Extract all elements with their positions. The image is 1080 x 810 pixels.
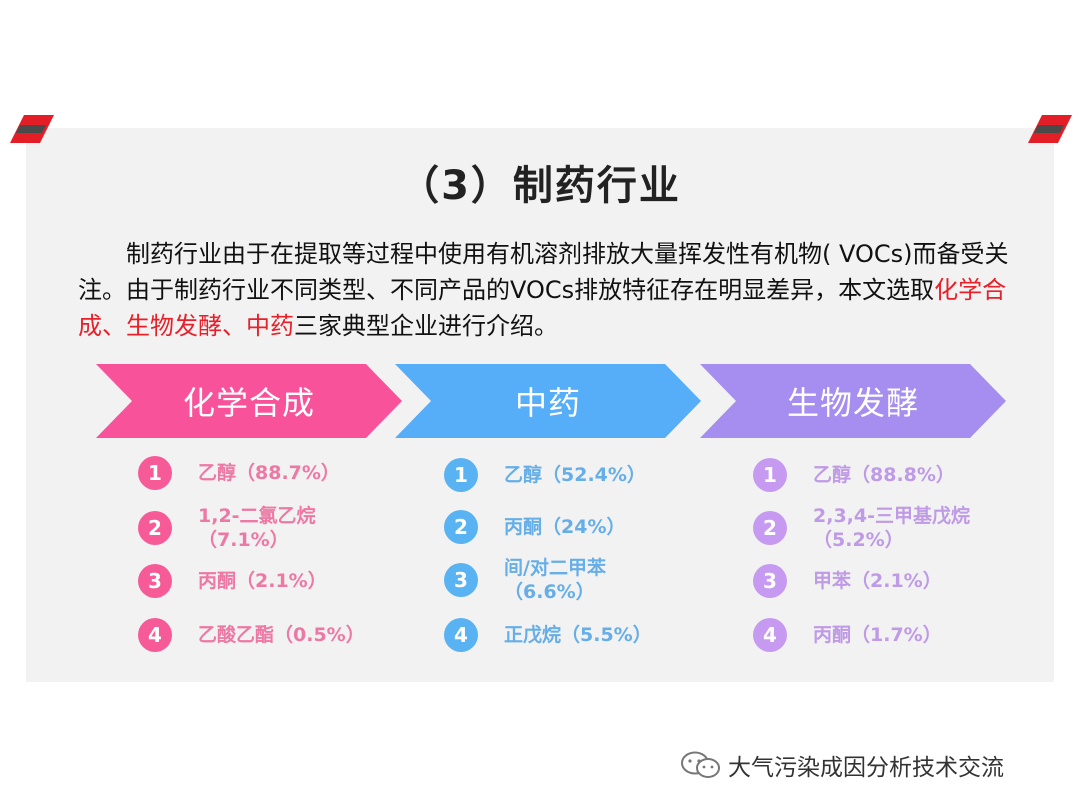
banner-arrow-shape <box>96 364 402 438</box>
number-badge: 1 <box>138 456 172 490</box>
number-badge: 2 <box>138 511 172 545</box>
category-banner-chinese-medicine: 中药 <box>395 364 701 438</box>
category-label: 中药 <box>514 384 581 422</box>
list-item: 4 正戊烷（5.5%） <box>444 618 652 652</box>
category-banner-chemical-synthesis: 化学合成 <box>96 364 402 438</box>
item-text: 甲苯（2.1%） <box>813 570 942 592</box>
item-text: 丙酮（24%） <box>504 516 626 538</box>
item-text: 丙酮（1.7%） <box>813 624 942 646</box>
list-item: 3 丙酮（2.1%） <box>138 564 327 598</box>
list-item: 2 丙酮（24%） <box>444 510 625 544</box>
wechat-watermark: 大气污染成因分析技术交流 <box>680 748 1004 782</box>
number-badge: 4 <box>753 618 787 652</box>
item-text: 正戊烷（5.5%） <box>504 624 652 646</box>
intro-text-1: 制药行业由于在提取等过程中使用有机溶剂排放大量挥发性有机物( VOCs)而备受关… <box>78 240 1009 304</box>
number-badge: 2 <box>753 511 787 545</box>
intro-text-2: 三家典型企业进行介绍。 <box>294 312 558 340</box>
list-item: 1 乙醇（88.8%） <box>753 458 955 492</box>
list-item: 4 乙酸乙酯（0.5%） <box>138 618 365 652</box>
item-text: 1,2-二氯乙烷 （7.1%） <box>198 505 316 551</box>
list-item: 4 丙酮（1.7%） <box>753 618 942 652</box>
number-badge: 4 <box>444 618 478 652</box>
item-text: 乙酸乙酯（0.5%） <box>198 624 365 646</box>
number-badge: 1 <box>753 458 787 492</box>
banner-arrow-shape <box>395 364 701 438</box>
list-item: 3 甲苯（2.1%） <box>753 564 942 598</box>
list-item: 1 乙醇（88.7%） <box>138 456 340 490</box>
list-item: 3 间/对二甲苯 （6.6%） <box>444 556 606 604</box>
list-item: 1 乙醇（52.4%） <box>444 458 646 492</box>
category-label: 化学合成 <box>182 384 315 422</box>
page-title: （3）制药行业 <box>399 163 681 209</box>
intro-paragraph: 制药行业由于在提取等过程中使用有机溶剂排放大量挥发性有机物( VOCs)而备受关… <box>78 236 1018 344</box>
item-text: 2,3,4-三甲基戊烷 （5.2%） <box>813 505 970 551</box>
wechat-icon <box>681 751 720 778</box>
number-badge: 2 <box>444 510 478 544</box>
corner-decoration-left <box>10 115 54 143</box>
item-text: 乙醇（88.8%） <box>813 464 955 486</box>
intro-highlight: 化学合成、生物发酵、中药 <box>78 276 1007 340</box>
number-badge: 1 <box>444 458 478 492</box>
list-item: 2 1,2-二氯乙烷 （7.1%） <box>138 504 316 552</box>
number-badge: 3 <box>444 563 478 597</box>
category-banner-bio-fermentation: 生物发酵 <box>700 364 1006 438</box>
number-badge: 4 <box>138 618 172 652</box>
item-text: 乙醇（88.7%） <box>198 462 340 484</box>
watermark-text: 大气污染成因分析技术交流 <box>728 755 1004 781</box>
banner-arrow-shape <box>700 364 1006 438</box>
number-badge: 3 <box>753 564 787 598</box>
category-label: 生物发酵 <box>786 384 919 422</box>
corner-decoration-right <box>1028 115 1072 143</box>
item-text: 乙醇（52.4%） <box>504 464 646 486</box>
number-badge: 3 <box>138 564 172 598</box>
item-text: 丙酮（2.1%） <box>198 570 327 592</box>
item-text: 间/对二甲苯 （6.6%） <box>504 557 606 603</box>
list-item: 2 2,3,4-三甲基戊烷 （5.2%） <box>753 504 970 552</box>
